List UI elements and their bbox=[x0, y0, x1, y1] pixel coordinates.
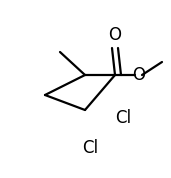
Text: Cl: Cl bbox=[82, 139, 98, 157]
Text: Cl: Cl bbox=[115, 109, 131, 127]
Text: O: O bbox=[133, 66, 146, 84]
Text: O: O bbox=[109, 26, 122, 44]
